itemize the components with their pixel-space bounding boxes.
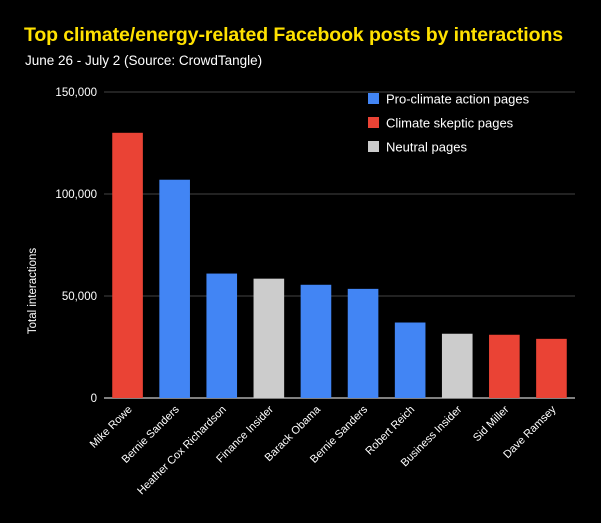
y-tick-label: 150,000 — [55, 87, 97, 99]
chart-title: Top climate/energy-related Facebook post… — [24, 24, 563, 46]
bar — [536, 338, 567, 398]
legend: Pro-climate action pages Climate skeptic … — [368, 92, 530, 155]
legend-label: Neutral pages — [386, 140, 467, 155]
bar — [441, 333, 473, 398]
bar — [394, 322, 426, 398]
x-tick-label: Sid Miller — [471, 403, 512, 444]
bar — [112, 132, 143, 399]
y-axis-label: Total interactions — [27, 248, 39, 335]
y-tick-label: 50,000 — [62, 291, 97, 303]
bar — [489, 334, 520, 398]
bar — [159, 179, 190, 398]
legend-swatch — [368, 141, 379, 152]
bars — [112, 132, 567, 399]
legend-label: Pro-climate action pages — [386, 92, 530, 107]
y-axis-ticks: 0 50,000 100,000 150,000 — [55, 87, 97, 405]
chart-subtitle: June 26 - July 2 (Source: CrowdTangle) — [25, 53, 263, 68]
x-tick-label: Mike Rowe — [88, 404, 135, 451]
legend-swatch — [368, 117, 379, 128]
bar — [206, 273, 238, 398]
y-tick-label: 0 — [91, 393, 97, 405]
y-tick-label: 100,000 — [55, 189, 97, 201]
legend-label: Climate skeptic pages — [386, 116, 514, 131]
x-tick-label: Heather Cox Richardson — [135, 404, 229, 498]
bar — [347, 288, 379, 398]
legend-swatch — [368, 93, 379, 104]
bar — [300, 284, 332, 398]
bar — [253, 278, 285, 398]
